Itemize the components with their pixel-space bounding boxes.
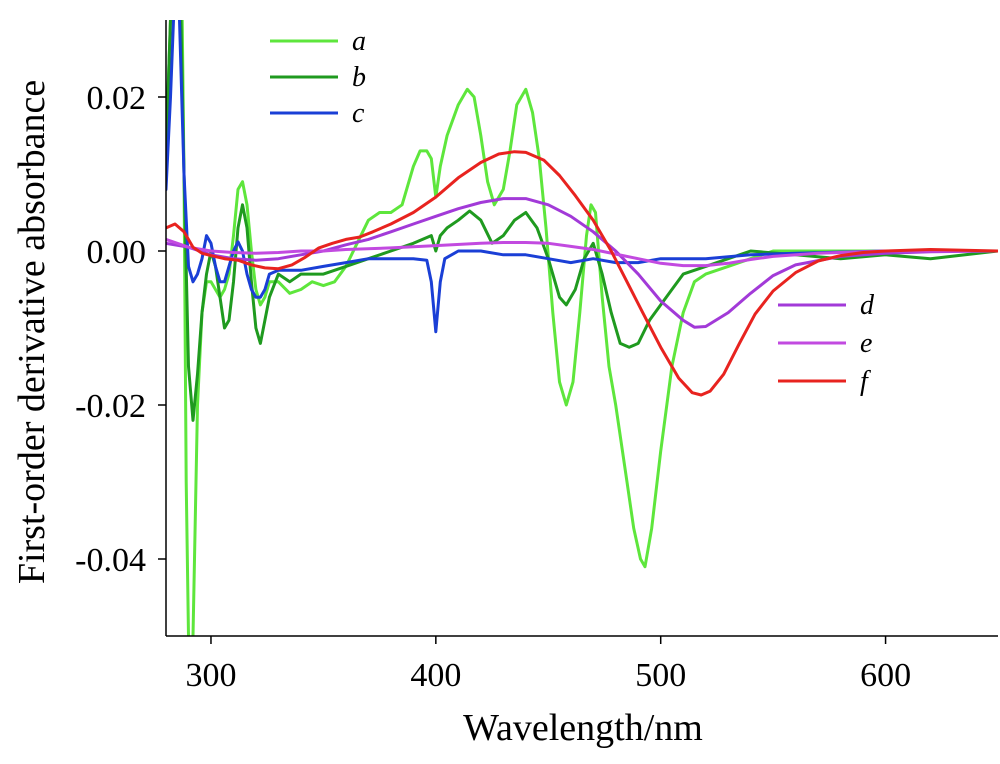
x-tick-label: 500 — [635, 657, 686, 694]
x-tick-label: 400 — [410, 657, 461, 694]
y-axis-title: First-order derivative absorbance — [11, 80, 53, 584]
y-tick-label: -0.04 — [75, 542, 146, 579]
legend-label-a: a — [352, 26, 366, 57]
y-tick-label: 0.02 — [87, 80, 147, 117]
series-line-b — [166, 20, 998, 422]
series-line-e — [166, 237, 998, 268]
legend-label-f: f — [860, 366, 871, 397]
legend-label-c: c — [352, 98, 365, 129]
ticks-layer: 300 400 500 600 0.02 0.00 -0.02 -0.04 — [75, 80, 911, 694]
x-axis-title: Wavelength/nm — [463, 707, 703, 749]
x-tick-label: 600 — [860, 657, 911, 694]
legend-label-b: b — [352, 62, 366, 93]
y-tick-label: -0.02 — [75, 388, 146, 425]
series-line-d — [166, 197, 998, 329]
legend-label-d: d — [860, 290, 875, 321]
series-line-f — [166, 150, 998, 397]
legend: abc def — [270, 26, 875, 397]
series-layer — [166, 20, 998, 636]
x-tick-label: 300 — [185, 657, 236, 694]
legend-label-e: e — [860, 328, 872, 359]
series-line-a — [166, 20, 998, 636]
y-tick-label: 0.00 — [87, 234, 147, 271]
axes-layer — [165, 20, 998, 637]
